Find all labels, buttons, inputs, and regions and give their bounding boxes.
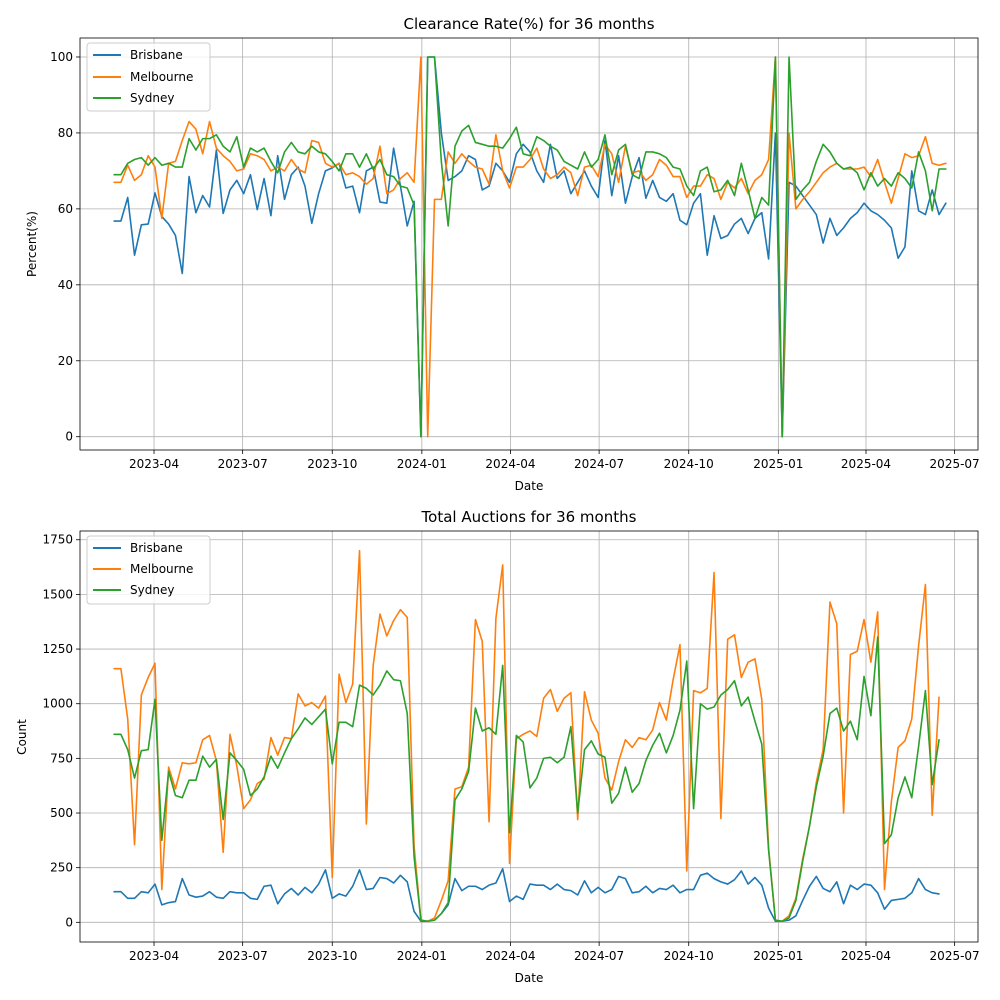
series-line-brisbane <box>113 867 940 923</box>
x-tick-label: 2024-04 <box>485 949 535 963</box>
x-tick-label: 2023-04 <box>129 949 179 963</box>
series-line-sydney <box>113 636 940 923</box>
x-tick-label: 2024-07 <box>574 457 624 471</box>
chart-title: Clearance Rate(%) for 36 months <box>403 15 654 33</box>
legend: Brisbane Melbourne Sydney <box>86 42 211 112</box>
series-line-melbourne <box>113 56 947 438</box>
x-tick-label: 2025-04 <box>841 457 891 471</box>
x-tick-label: 2023-07 <box>218 949 268 963</box>
x-tick-label: 2024-04 <box>485 457 535 471</box>
series-line-sydney <box>113 56 947 438</box>
x-tick-label: 2024-07 <box>574 949 624 963</box>
y-tick-label: 1750 <box>42 533 73 547</box>
total-auctions-chart: Total Auctions for 36 months 2023-04 2023… <box>15 508 980 985</box>
plot-frame <box>79 530 979 943</box>
legend-label-sydney: Sydney <box>130 91 174 105</box>
y-tick-label: 40 <box>58 278 73 292</box>
x-tick-label: 2023-10 <box>307 457 357 471</box>
y-axis-label: Percent(%) <box>25 211 39 277</box>
x-tick-label: 2024-10 <box>664 949 714 963</box>
x-axis-label: Date <box>515 479 544 493</box>
y-tick-label: 0 <box>65 915 73 929</box>
legend-label-melbourne: Melbourne <box>130 562 193 576</box>
x-tick-label: 2023-07 <box>218 457 268 471</box>
y-axis-label: Count <box>15 719 29 755</box>
y-tick-label: 1000 <box>42 697 73 711</box>
clearance-rate-chart: Clearance Rate(%) for 36 months 2023-04 2… <box>25 15 980 493</box>
x-tick-label: 2025-07 <box>930 457 980 471</box>
y-tick-label: 20 <box>58 354 73 368</box>
x-tick-label: 2025-04 <box>841 949 891 963</box>
grid-lines <box>80 531 978 942</box>
x-tick-label: 2025-01 <box>753 949 803 963</box>
legend-box <box>86 42 211 112</box>
series-layer <box>113 549 940 923</box>
x-tick-label: 2024-10 <box>664 457 714 471</box>
legend-label-melbourne: Melbourne <box>130 70 193 84</box>
y-tick-label: 250 <box>50 861 73 875</box>
x-tick-label: 2024-01 <box>397 457 447 471</box>
chart-title: Total Auctions for 36 months <box>421 508 637 526</box>
y-axis-ticks: 0 20 40 60 80 100 <box>50 50 80 444</box>
y-tick-label: 100 <box>50 50 73 64</box>
x-tick-label: 2025-07 <box>930 949 980 963</box>
series-layer <box>113 56 947 438</box>
y-tick-label: 1250 <box>42 642 73 656</box>
x-tick-label: 2024-01 <box>397 949 447 963</box>
legend-label-brisbane: Brisbane <box>130 48 183 62</box>
x-tick-label: 2025-01 <box>753 457 803 471</box>
y-tick-label: 80 <box>58 126 73 140</box>
legend-label-sydney: Sydney <box>130 583 174 597</box>
y-tick-label: 750 <box>50 751 73 765</box>
plot-frame <box>79 37 979 451</box>
y-tick-label: 0 <box>65 430 73 444</box>
x-axis-label: Date <box>515 971 544 985</box>
y-tick-label: 500 <box>50 806 73 820</box>
legend: Brisbane Melbourne Sydney <box>86 535 211 605</box>
legend-label-brisbane: Brisbane <box>130 541 183 555</box>
legend-box <box>86 535 211 605</box>
y-tick-label: 1500 <box>42 587 73 601</box>
grid-lines <box>80 38 978 450</box>
x-tick-label: 2023-10 <box>307 949 357 963</box>
y-axis-ticks: 0 250 500 750 1000 1250 1500 1750 <box>42 533 80 929</box>
x-tick-label: 2023-04 <box>129 457 179 471</box>
y-tick-label: 60 <box>58 202 73 216</box>
x-axis-ticks: 2023-04 2023-07 2023-10 2024-01 2024-04 2024-… <box>129 450 980 471</box>
series-line-brisbane <box>113 56 947 438</box>
x-axis-ticks: 2023-04 2023-07 2023-10 2024-01 2024-04 2024-… <box>129 942 980 963</box>
